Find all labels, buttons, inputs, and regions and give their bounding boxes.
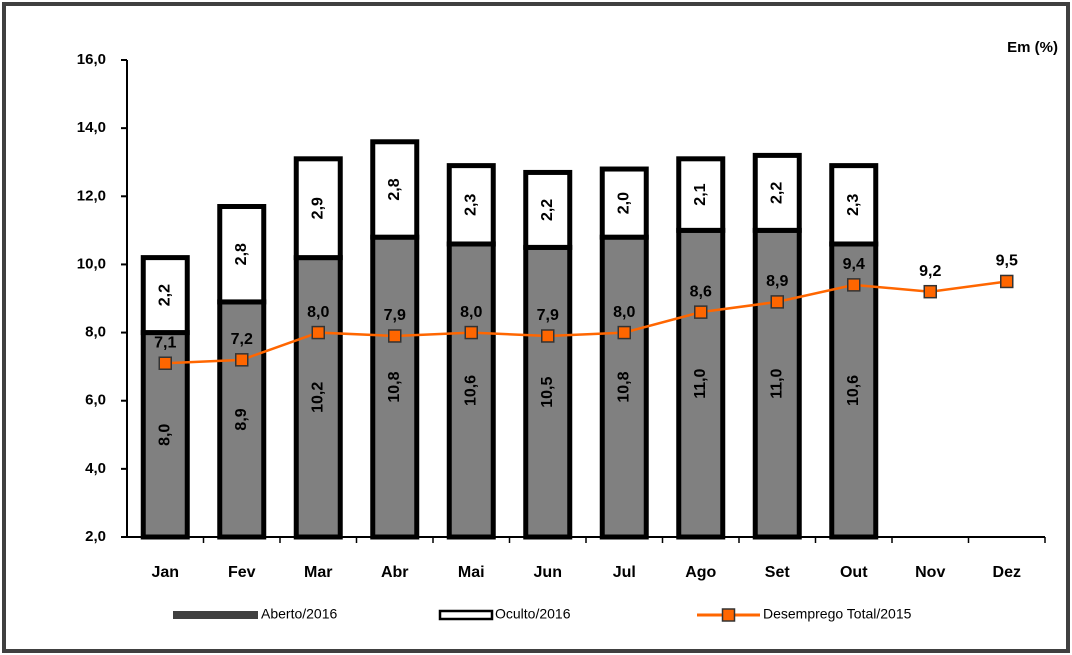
line-marker — [388, 329, 402, 343]
y-tick-label: 4,0 — [85, 460, 106, 477]
x-tick-label: Jan — [151, 564, 179, 581]
x-tick-label: Out — [840, 564, 868, 581]
bar-value-label: 2,2 — [156, 284, 173, 306]
bar-value-label: 10,8 — [386, 371, 403, 402]
line-value-label: 7,9 — [384, 307, 406, 324]
bar-segment — [370, 139, 420, 240]
x-tick-label: Set — [765, 564, 791, 581]
bar-value-label: 2,2 — [768, 182, 785, 204]
x-tick-label: Fev — [228, 564, 256, 581]
bar-value-label: 2,9 — [309, 197, 326, 219]
line-marker — [235, 353, 249, 367]
legend-label: Oculto/2016 — [495, 606, 571, 622]
bar-segment — [217, 299, 267, 540]
line-marker — [617, 325, 631, 340]
line-value-label: 7,2 — [231, 331, 253, 348]
line — [165, 280, 1007, 365]
bar-value-label: 2,0 — [615, 192, 632, 214]
bar-segment — [140, 255, 190, 336]
bar-value-label: 10,5 — [539, 377, 556, 408]
line-marker — [770, 295, 784, 309]
bar-value-label: 11,0 — [768, 368, 785, 398]
bar-value-label: 2,2 — [539, 199, 556, 221]
line-value-label: 9,5 — [996, 253, 1018, 270]
line-marker — [158, 356, 172, 370]
line-value-label: 8,0 — [307, 304, 329, 321]
x-tick-label: Ago — [685, 564, 716, 581]
y-tick-label: 14,0 — [77, 119, 106, 136]
line-marker — [923, 284, 937, 299]
line-value-label: 8,0 — [460, 304, 482, 321]
line-marker — [1000, 274, 1014, 289]
bar-segment — [217, 204, 267, 305]
line-marker — [694, 305, 708, 319]
bar-value-label: 8,9 — [233, 408, 250, 430]
bar-value-label: 2,3 — [845, 194, 862, 216]
line-value-label: 9,2 — [919, 263, 941, 280]
x-tick-label: Jun — [534, 564, 562, 581]
line-marker — [541, 329, 555, 343]
bar-segment — [676, 156, 726, 233]
bar-value-label: 2,3 — [462, 194, 479, 216]
bar-value-label: 11,0 — [692, 368, 709, 398]
x-tick-label: Mai — [458, 564, 485, 581]
legend-label: Desemprego Total/2015 — [763, 606, 912, 622]
line-value-label: 7,9 — [537, 307, 559, 324]
line-value-label: 9,4 — [843, 256, 865, 273]
unit-annotation: Em (%) — [1007, 39, 1058, 56]
line-value-label: 8,0 — [613, 304, 635, 321]
y-tick-label: 2,0 — [85, 528, 106, 545]
legend-label: Aberto/2016 — [261, 606, 337, 622]
bar-value-label: 10,8 — [615, 371, 632, 402]
bar-segment — [370, 234, 420, 540]
bar-value-label: 10,6 — [462, 375, 479, 406]
bar-value-label: 2,8 — [386, 178, 403, 200]
x-tick-label: Nov — [915, 564, 945, 581]
y-tick-label: 16,0 — [77, 51, 106, 68]
bar-segment — [829, 163, 879, 247]
x-tick-label: Dez — [993, 564, 1021, 581]
bar-segment — [293, 156, 343, 261]
line-marker — [847, 278, 861, 292]
legend-swatch — [173, 611, 258, 619]
line-value-label: 8,6 — [690, 283, 712, 300]
line-marker — [464, 325, 478, 340]
y-tick-label: 6,0 — [85, 392, 106, 409]
bar-value-label: 2,8 — [233, 243, 250, 265]
bar-segment — [523, 169, 573, 250]
y-tick-label: 10,0 — [77, 255, 106, 272]
y-tick-label: 8,0 — [85, 324, 106, 341]
line-value-label: 7,1 — [154, 334, 176, 351]
bar-segment — [752, 152, 802, 233]
bar-segment — [599, 166, 649, 240]
legend-swatch — [438, 609, 494, 621]
x-tick-label: Jul — [613, 564, 636, 581]
bar-segment — [446, 163, 496, 247]
x-tick-label: Mar — [304, 564, 332, 581]
line-value-label: 8,9 — [766, 273, 788, 290]
bar-value-label: 2,1 — [692, 183, 709, 205]
legend-swatch-marker — [721, 608, 736, 622]
bar-value-label: 10,2 — [309, 382, 326, 413]
bar-value-label: 8,0 — [156, 424, 173, 446]
bar-value-label: 10,6 — [845, 375, 862, 406]
line-marker — [311, 325, 325, 340]
x-tick-label: Abr — [381, 564, 409, 581]
y-tick-label: 12,0 — [77, 187, 106, 204]
